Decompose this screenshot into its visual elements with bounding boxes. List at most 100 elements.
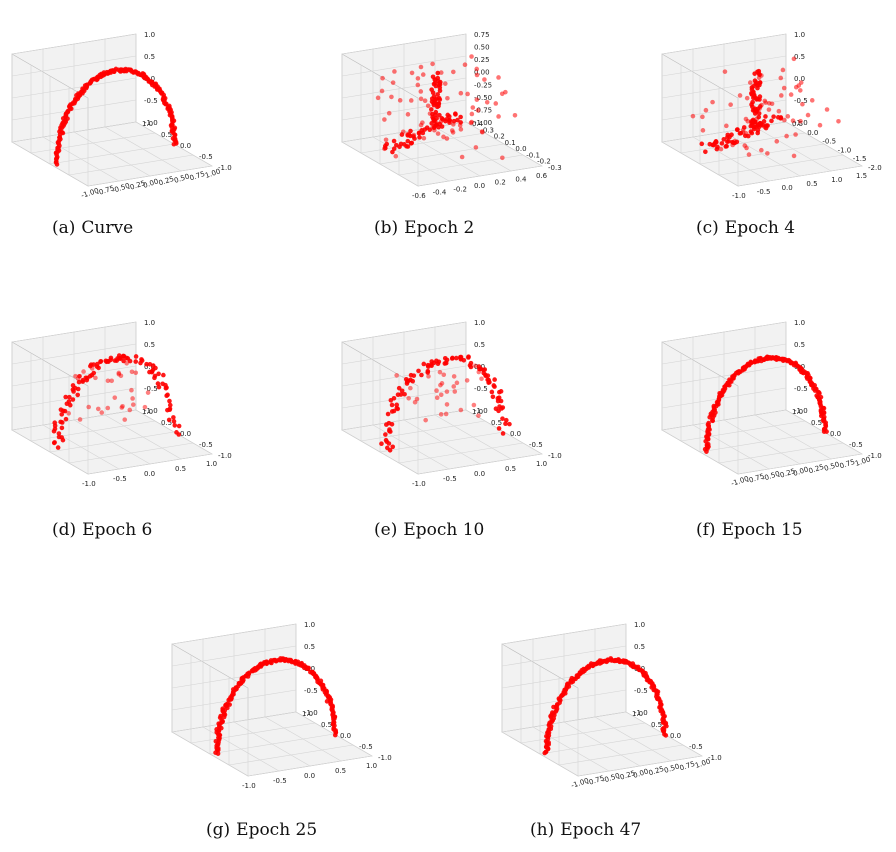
data-point xyxy=(759,102,764,108)
plot-panel-e: -1.0 -0.5 0.0 0.5 1.0 -1.0 -0.5 0.0 0.5 1.0 1.0 0.5… xyxy=(330,288,570,488)
data-point xyxy=(728,102,733,107)
scatter3d-chart: -1.00-0.75-0.50-0.250.000.250.500.751.00… xyxy=(661,319,882,488)
data-point xyxy=(785,114,791,119)
data-point xyxy=(430,74,436,80)
data-point xyxy=(225,701,231,706)
data-point xyxy=(81,369,86,374)
grid-line xyxy=(11,321,137,343)
data-point xyxy=(776,108,782,114)
data-point xyxy=(421,361,427,367)
data-point xyxy=(133,370,139,376)
x-tick-label: -0.6 xyxy=(412,192,426,200)
grid-line xyxy=(434,414,512,460)
data-point xyxy=(420,130,426,136)
scatter3d-chart: -1.00-0.75-0.50-0.250.000.250.500.751.00… xyxy=(11,31,232,200)
z-tick-label: -0.5 xyxy=(794,385,808,393)
data-point xyxy=(116,356,122,362)
data-point xyxy=(451,384,457,389)
data-point xyxy=(83,375,89,381)
x-tick-label: -1.0 xyxy=(242,782,256,790)
y-tick-label: 0.0 xyxy=(180,430,191,438)
scatter3d-chart: -1.0-0.50.00.51.0-1.0-0.50.00.51.01.00.5… xyxy=(11,319,232,488)
data-point xyxy=(405,144,411,149)
data-point xyxy=(512,112,518,118)
data-point xyxy=(389,421,395,427)
data-point xyxy=(449,356,455,361)
x-tick-label: -1.0 xyxy=(732,192,746,200)
data-point xyxy=(415,82,421,88)
grid-line xyxy=(558,744,684,766)
data-point xyxy=(390,444,396,450)
data-point xyxy=(59,425,65,431)
data-point xyxy=(468,120,474,126)
data-point xyxy=(444,136,450,141)
data-point xyxy=(742,143,748,148)
data-point xyxy=(410,378,416,384)
x-tick-label: 1.0 xyxy=(536,460,547,468)
data-point xyxy=(397,144,402,150)
grid-line xyxy=(68,154,194,176)
x-tick-label: 0.5 xyxy=(505,465,516,473)
grid-line xyxy=(49,143,175,165)
data-point xyxy=(152,375,157,381)
grid-line xyxy=(539,733,665,755)
data-point xyxy=(399,132,405,137)
x-tick-label: -1.0 xyxy=(82,480,96,488)
data-point xyxy=(95,406,101,412)
grid-line xyxy=(171,667,297,689)
data-point xyxy=(389,94,394,100)
data-point xyxy=(703,107,709,113)
grid-line xyxy=(11,33,137,55)
data-point xyxy=(130,402,136,407)
data-point xyxy=(824,429,829,434)
data-point xyxy=(52,440,57,445)
data-point xyxy=(67,394,72,400)
data-point xyxy=(458,90,464,96)
y-tick-label: -1.0 xyxy=(868,452,882,460)
data-point xyxy=(392,69,397,74)
data-point xyxy=(718,146,724,152)
data-point xyxy=(496,75,501,80)
data-point xyxy=(765,151,770,156)
y-tick-label: -0.5 xyxy=(822,138,836,146)
z-tick-label: 0.50 xyxy=(474,44,490,52)
data-point xyxy=(155,381,161,386)
data-point xyxy=(435,92,440,97)
caption-tag: (e) xyxy=(374,520,398,540)
data-point xyxy=(793,84,799,90)
grid-line xyxy=(417,453,543,475)
caption-a: (a) Curve xyxy=(52,218,133,238)
data-point xyxy=(108,355,114,361)
y-tick-label: -2.0 xyxy=(868,164,882,172)
data-point xyxy=(408,98,414,103)
grid-line xyxy=(87,453,213,475)
grid-line xyxy=(341,343,467,365)
data-point xyxy=(405,112,411,117)
data-point xyxy=(436,359,442,365)
data-point xyxy=(437,97,443,102)
scatter3d-chart: -1.00-0.75-0.50-0.250.000.250.500.751.00… xyxy=(501,621,722,790)
data-point xyxy=(408,128,413,134)
data-point xyxy=(156,371,161,377)
data-point xyxy=(798,80,804,85)
x-tick-label: 0.5 xyxy=(335,767,346,775)
grid-line xyxy=(699,431,825,453)
data-point xyxy=(817,122,823,128)
y-tick-label: 0.5 xyxy=(651,721,662,729)
data-point xyxy=(749,85,755,90)
grid-line xyxy=(434,126,512,172)
data-point xyxy=(172,423,178,428)
data-point xyxy=(165,392,170,398)
data-point xyxy=(406,132,412,137)
grid-line xyxy=(341,55,467,77)
data-point xyxy=(450,130,456,135)
grid-line xyxy=(209,733,335,755)
y-tick-label: -0.5 xyxy=(529,441,543,449)
z-tick-label: -0.5 xyxy=(794,97,808,105)
data-point xyxy=(805,112,811,118)
data-point xyxy=(122,417,128,422)
data-point xyxy=(56,434,62,440)
caption-label: Curve xyxy=(81,218,134,238)
data-point xyxy=(63,416,69,422)
data-point xyxy=(397,98,403,103)
